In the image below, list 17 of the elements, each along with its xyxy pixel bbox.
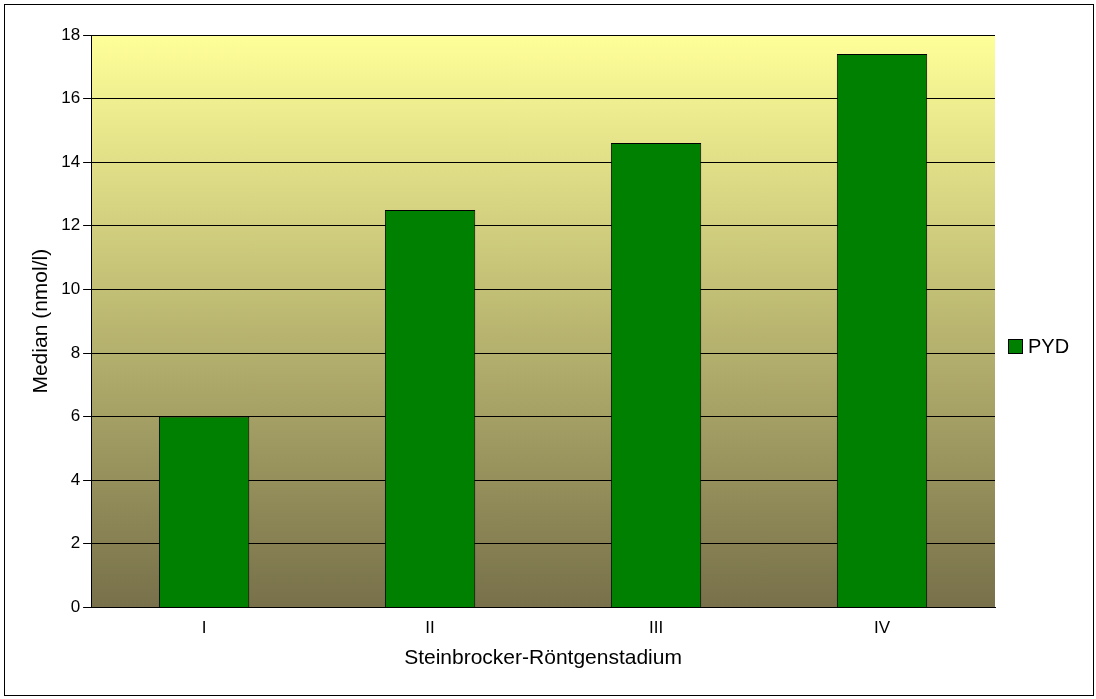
y-tick-label: 10 — [61, 279, 81, 299]
x-tick-label: II — [425, 618, 435, 638]
x-tick-label: III — [648, 618, 664, 638]
y-tick-label: 6 — [70, 406, 81, 426]
y-tick-label: 16 — [61, 88, 81, 108]
y-tick-label: 8 — [70, 342, 81, 362]
y-axis-title: Median (nmol/l) — [28, 248, 52, 394]
y-tick-label: 12 — [61, 215, 81, 235]
text: PYD — [1028, 335, 1070, 358]
x-tick-label: IV — [873, 618, 891, 638]
y-tick-label: 4 — [70, 469, 81, 489]
y-tick-label: 14 — [61, 151, 81, 171]
y-tick-label: 2 — [70, 533, 81, 553]
y-tick-label: 0 — [70, 597, 81, 617]
x-tick-label: I — [201, 618, 207, 638]
y-tick-label: 18 — [61, 24, 81, 44]
x-axis-title: Steinbrocker-Röntgenstadium — [404, 645, 682, 669]
